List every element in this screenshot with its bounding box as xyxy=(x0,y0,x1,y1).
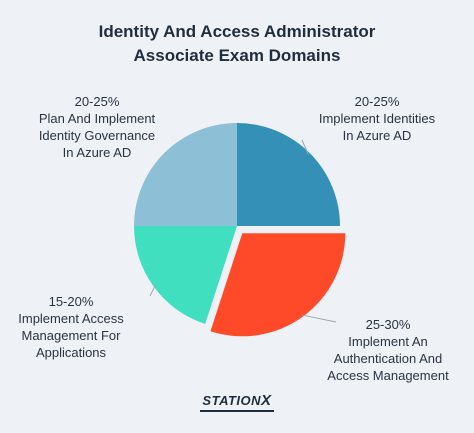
slice-label-line: In Azure AD xyxy=(62,145,132,160)
leader-line xyxy=(301,314,337,323)
logo-text: STATION xyxy=(202,393,262,408)
slice-implement-identities xyxy=(237,123,340,226)
slice-label-line: Implement Identities xyxy=(318,111,436,126)
slice-access-management-apps xyxy=(134,226,237,324)
slice-label-line: Plan And Implement xyxy=(38,111,156,126)
leader-line xyxy=(301,139,309,155)
slice-authentication-access xyxy=(210,233,346,337)
slice-range: 20-25% xyxy=(354,94,400,109)
slice-label-identity-governance: 20-25% Plan And Implement Identity Gover… xyxy=(12,93,182,161)
slice-range: 25-30% xyxy=(365,317,411,332)
slice-label-line: Implement An xyxy=(348,334,428,349)
slice-label-line: In Azure AD xyxy=(342,128,412,143)
slice-label-line: Access Management xyxy=(327,368,449,383)
slice-range: 20-25% xyxy=(74,94,120,109)
slice-range: 15-20% xyxy=(48,294,94,309)
slice-label-access-management-apps: 15-20% Implement Access Management For A… xyxy=(0,293,142,361)
logo-x: X xyxy=(261,392,272,409)
slice-label-line: Identity Governance xyxy=(38,128,156,143)
slice-label-authentication: 25-30% Implement An Authentication And A… xyxy=(313,316,463,384)
leader-line xyxy=(149,285,156,297)
slice-label-line: Applications xyxy=(35,345,107,360)
slice-label-line: Implement Access xyxy=(18,311,124,326)
slice-label-line: Authentication And xyxy=(333,351,443,366)
chart-title-line-1: Identity And Access Administrator xyxy=(98,22,376,41)
chart-title: Identity And Access Administrator Associ… xyxy=(0,20,474,68)
stationx-logo: STATIONX xyxy=(0,392,474,412)
chart-title-line-2: Associate Exam Domains xyxy=(133,46,341,65)
slice-identity-governance xyxy=(134,123,237,226)
slice-label-implement-identities: 20-25% Implement Identities In Azure AD xyxy=(307,93,447,144)
slice-label-line: Management For xyxy=(21,328,121,343)
